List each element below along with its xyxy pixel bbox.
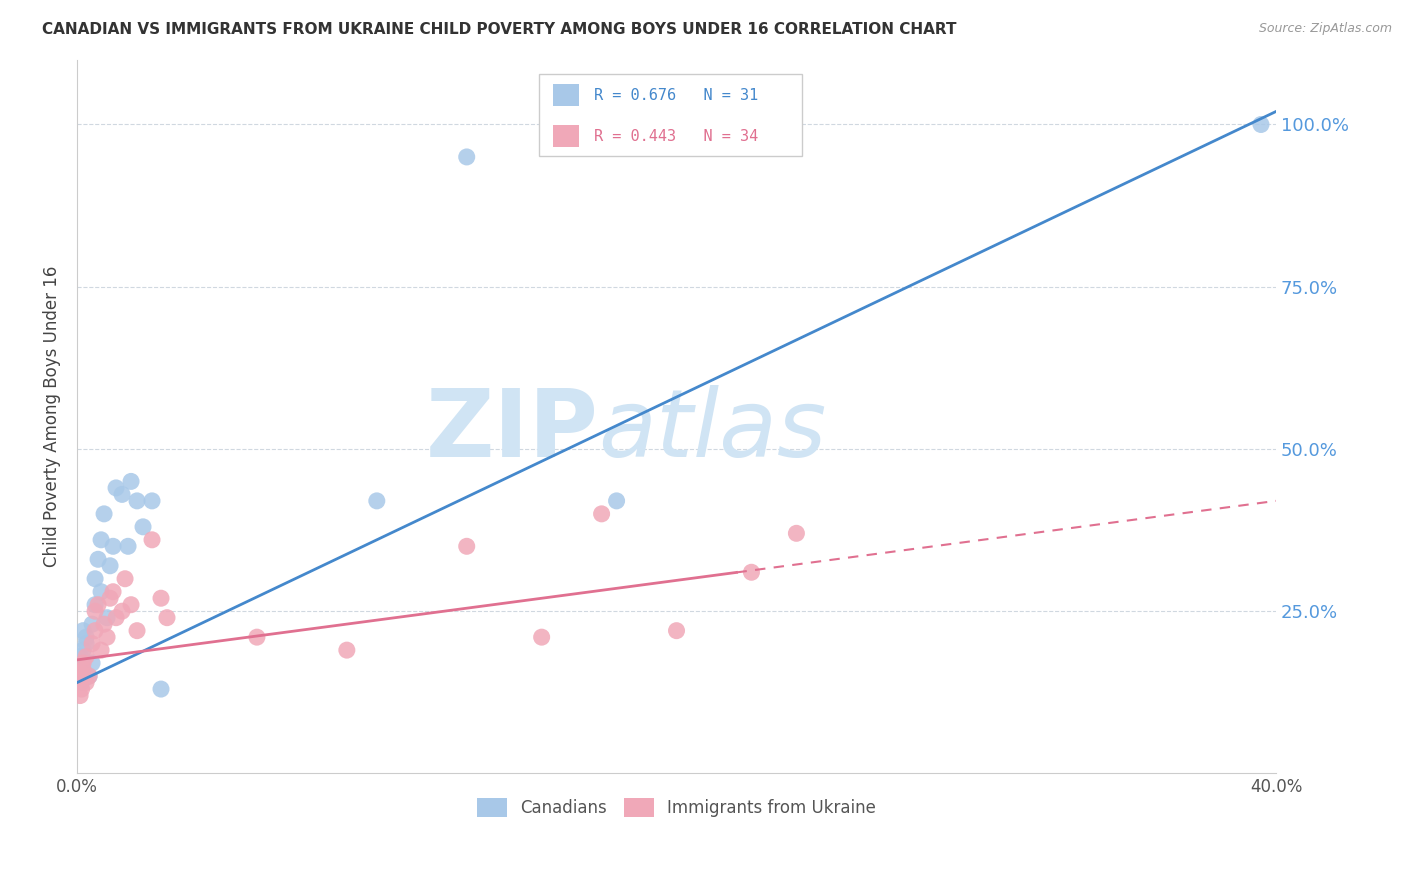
FancyBboxPatch shape xyxy=(553,84,579,106)
Y-axis label: Child Poverty Among Boys Under 16: Child Poverty Among Boys Under 16 xyxy=(44,266,60,567)
Point xyxy=(105,610,128,624)
Point xyxy=(72,656,94,670)
Point xyxy=(69,689,91,703)
Text: R = 0.443   N = 34: R = 0.443 N = 34 xyxy=(593,129,758,144)
Point xyxy=(150,681,173,696)
Point xyxy=(114,572,136,586)
Point xyxy=(84,624,107,638)
Point xyxy=(456,539,478,553)
Point xyxy=(141,494,163,508)
Point xyxy=(75,637,97,651)
Point xyxy=(96,610,118,624)
Point xyxy=(90,643,112,657)
Point xyxy=(120,598,142,612)
Point xyxy=(117,539,139,553)
Point xyxy=(105,481,128,495)
Point xyxy=(366,494,388,508)
FancyBboxPatch shape xyxy=(553,126,579,147)
Legend: Canadians, Immigrants from Ukraine: Canadians, Immigrants from Ukraine xyxy=(468,789,884,826)
Point xyxy=(69,663,91,677)
Point xyxy=(84,598,107,612)
Point xyxy=(80,656,103,670)
FancyBboxPatch shape xyxy=(538,74,803,156)
Point xyxy=(101,584,124,599)
Point xyxy=(665,624,688,638)
Point xyxy=(101,539,124,553)
Point xyxy=(70,681,93,696)
Point xyxy=(69,649,91,664)
Point xyxy=(77,669,100,683)
Text: atlas: atlas xyxy=(599,385,827,476)
Point xyxy=(77,669,100,683)
Point xyxy=(246,630,269,644)
Text: R = 0.676   N = 31: R = 0.676 N = 31 xyxy=(593,87,758,103)
Point xyxy=(1250,118,1272,132)
Point xyxy=(72,663,94,677)
Point xyxy=(336,643,359,657)
Point xyxy=(125,624,148,638)
Point xyxy=(75,649,97,664)
Text: ZIP: ZIP xyxy=(426,384,599,477)
Point xyxy=(456,150,478,164)
Point xyxy=(740,566,762,580)
Point xyxy=(591,507,613,521)
Point xyxy=(530,630,553,644)
Point xyxy=(98,558,121,573)
Point xyxy=(111,604,134,618)
Point xyxy=(80,637,103,651)
Point xyxy=(84,572,107,586)
Point xyxy=(93,617,115,632)
Point xyxy=(606,494,628,508)
Point xyxy=(87,552,110,566)
Point xyxy=(69,665,91,680)
Text: Source: ZipAtlas.com: Source: ZipAtlas.com xyxy=(1258,22,1392,36)
Point xyxy=(120,475,142,489)
Point xyxy=(72,624,94,638)
Point xyxy=(785,526,807,541)
Point xyxy=(67,673,90,687)
Point xyxy=(93,507,115,521)
Point xyxy=(96,630,118,644)
Point xyxy=(84,604,107,618)
Point xyxy=(75,675,97,690)
Point xyxy=(90,533,112,547)
Point xyxy=(72,643,94,657)
Point xyxy=(98,591,121,606)
Point xyxy=(132,520,155,534)
Text: CANADIAN VS IMMIGRANTS FROM UKRAINE CHILD POVERTY AMONG BOYS UNDER 16 CORRELATIO: CANADIAN VS IMMIGRANTS FROM UKRAINE CHIL… xyxy=(42,22,956,37)
Point xyxy=(80,617,103,632)
Point xyxy=(141,533,163,547)
Point xyxy=(70,675,93,690)
Point xyxy=(67,665,90,680)
Point xyxy=(87,598,110,612)
Point xyxy=(75,630,97,644)
Point xyxy=(90,584,112,599)
Point xyxy=(111,487,134,501)
Point xyxy=(156,610,179,624)
Point xyxy=(125,494,148,508)
Point xyxy=(150,591,173,606)
